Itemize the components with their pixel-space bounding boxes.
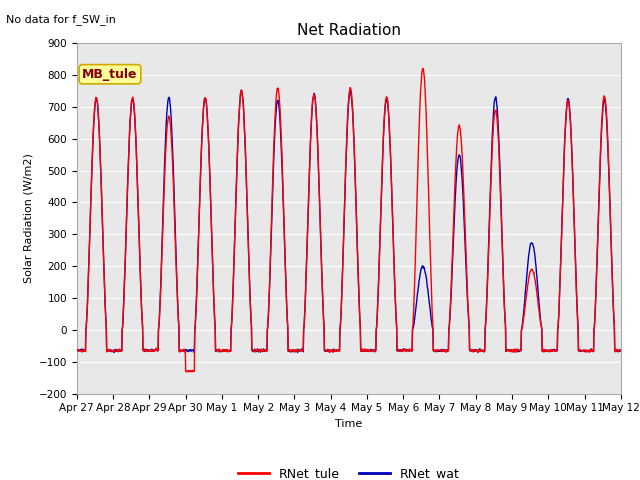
Title: Net Radiation: Net Radiation bbox=[297, 23, 401, 38]
Text: No data for f_SW_in: No data for f_SW_in bbox=[6, 14, 116, 25]
X-axis label: Time: Time bbox=[335, 419, 362, 429]
Legend: RNet_tule, RNet_wat: RNet_tule, RNet_wat bbox=[233, 462, 465, 480]
Y-axis label: Solar Radiation (W/m2): Solar Radiation (W/m2) bbox=[23, 154, 33, 283]
Text: MB_tule: MB_tule bbox=[82, 68, 138, 81]
